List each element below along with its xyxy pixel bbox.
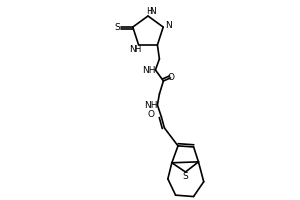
- Text: S: S: [114, 23, 120, 32]
- Text: O: O: [168, 73, 175, 82]
- Text: O: O: [148, 110, 155, 119]
- Text: NH: NH: [144, 101, 157, 110]
- Text: S: S: [183, 172, 188, 181]
- Text: H: H: [134, 45, 141, 54]
- Text: N: N: [150, 6, 156, 16]
- Text: N: N: [165, 21, 172, 30]
- Text: NH: NH: [142, 66, 155, 75]
- Text: N: N: [129, 45, 136, 54]
- Text: H: H: [146, 6, 152, 16]
